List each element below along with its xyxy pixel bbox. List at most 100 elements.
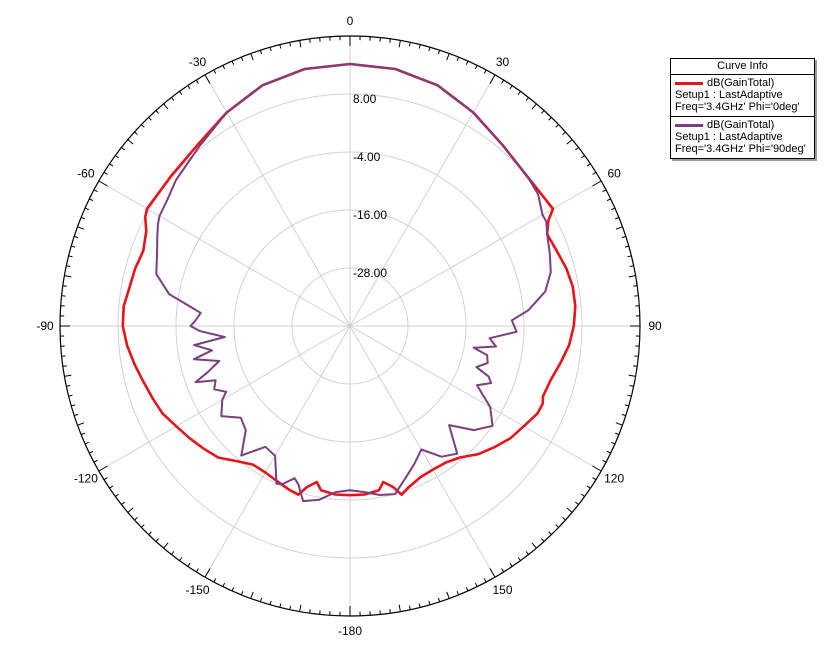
outer-tick-120 [592,465,602,472]
outer-tick-158 [456,590,460,596]
legend-box[interactable]: Curve Info dB(GainTotal) Setup1 : LastAd… [670,58,815,159]
outer-tick-248 [80,432,86,436]
outer-tick-296 [89,198,94,202]
angle-tick-label-7: -150 [185,583,209,597]
outer-tick-306 [115,155,119,159]
outer-tick-110 [615,422,623,426]
outer-tick-154 [474,582,478,587]
radial-tick-label-0: -28.00 [353,266,387,280]
grid-spoke-8 [98,325,351,472]
outer-tick-342 [259,50,263,55]
outer-tick-220 [163,542,169,549]
outer-tick-140 [531,542,537,549]
legend-title: Curve Info [671,59,814,75]
outer-tick-262 [62,365,67,367]
outer-tick-214 [187,562,191,567]
outer-tick-234 [115,493,119,497]
outer-tick-240 [98,465,108,472]
outer-tick-332 [213,69,217,74]
outer-tick-208 [213,578,217,583]
outer-tick-300 [98,180,108,187]
outer-tick-138 [540,538,545,542]
outer-tick-292 [80,216,86,220]
outer-tick-170 [398,604,401,612]
outer-tick-304 [109,163,114,167]
angle-tick-label-8: -120 [74,472,98,486]
legend-swatch-series-2 [675,123,703,127]
outer-tick-200 [250,591,254,599]
outer-tick-328 [195,79,199,84]
grid-spoke-7 [204,325,351,578]
outer-tick-230 [127,507,134,513]
outer-tick-72 [621,235,626,239]
grid-spoke-5 [349,325,496,578]
outer-tick-58 [592,171,597,175]
legend-series-2-line-3: Freq='3.4GHz' Phi='90deg' [675,143,806,155]
outer-tick-216 [179,557,183,561]
outer-tick-324 [179,91,183,95]
grid-spoke-2 [349,180,602,327]
outer-tick-288 [74,235,79,239]
angle-tick-label-3: 90 [648,319,662,333]
outer-tick-10 [398,40,401,48]
outer-tick-302 [103,171,108,175]
outer-tick-206 [222,582,226,587]
outer-tick-122 [592,477,597,481]
outer-tick-66 [611,207,616,211]
outer-tick-18 [437,50,441,55]
outer-tick-310 [127,139,134,145]
outer-tick-8 [389,38,391,43]
outer-tick-12 [408,42,411,47]
radial-tick-label-2: -4.00 [353,150,381,164]
outer-tick-218 [171,551,175,555]
outer-tick-100 [628,374,636,377]
legend-series-2-line-1: dB(GainTotal) [707,119,775,131]
outer-tick-162 [437,597,441,602]
outer-tick-222 [155,538,160,542]
outer-tick-194 [279,603,282,608]
outer-tick-168 [408,605,411,610]
outer-tick-62 [602,189,607,193]
outer-tick-254 [71,404,76,407]
outer-tick-36 [517,91,521,95]
outer-tick-118 [602,459,607,463]
outer-tick-308 [121,147,125,151]
outer-tick-204 [231,587,235,592]
grid-spoke-1 [349,74,496,327]
outer-tick-112 [614,432,620,436]
outer-tick-164 [428,600,431,605]
outer-tick-148 [501,568,505,573]
legend-entry-series-1[interactable]: dB(GainTotal) Setup1 : LastAdaptive Freq… [671,75,814,116]
legend-entry-series-2[interactable]: dB(GainTotal) Setup1 : LastAdaptive Freq… [671,116,814,158]
outer-tick-232 [121,501,125,505]
outer-tick-252 [74,413,79,417]
outer-tick-346 [279,44,282,49]
outer-tick-44 [548,117,552,121]
outer-tick-282 [66,265,71,268]
outer-tick-280 [64,275,72,278]
outer-tick-146 [509,562,513,567]
outer-tick-106 [624,404,629,407]
outer-tick-56 [586,163,591,167]
outer-tick-60 [592,180,602,187]
outer-tick-114 [611,441,616,445]
outer-tick-144 [517,557,521,561]
outer-tick-14 [418,44,421,49]
legend-series-1-line-2: Setup1 : LastAdaptive [675,89,783,101]
grid-spoke-10 [98,180,351,327]
outer-tick-42 [540,110,545,114]
outer-tick-286 [71,245,76,248]
polar-grid [60,36,640,616]
outer-tick-202 [240,590,244,596]
outer-tick-352 [309,38,311,43]
outer-tick-80 [628,275,636,278]
grid-ring-3 [117,93,583,559]
legend-series-1-line-3: Freq='3.4GHz' Phi='0deg' [675,101,800,113]
outer-tick-278 [62,285,67,287]
outer-tick-236 [109,485,114,489]
series-curves [121,62,577,503]
outer-tick-116 [606,450,611,454]
outer-tick-34 [509,85,513,90]
outer-tick-338 [240,56,244,62]
outer-tick-334 [222,65,226,70]
